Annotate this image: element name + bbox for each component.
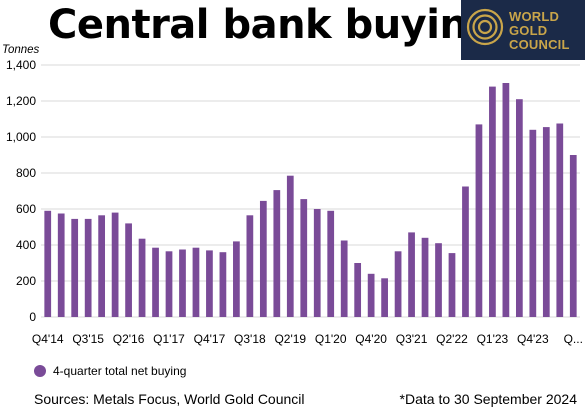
x-tick-label: Q4'23	[517, 332, 549, 346]
bar	[529, 129, 537, 317]
bar	[259, 200, 267, 317]
bar	[542, 127, 550, 317]
x-tick-label: Q2'16	[113, 332, 145, 346]
bar	[408, 232, 415, 317]
bar	[111, 212, 119, 317]
y-tick-label: 1,200	[6, 94, 36, 108]
bar	[515, 99, 523, 317]
bar	[421, 237, 429, 317]
bar	[165, 251, 173, 317]
bar	[219, 252, 227, 317]
bar	[394, 251, 402, 317]
x-tick-label: Q...	[564, 332, 583, 346]
logo-rings-icon	[466, 8, 504, 46]
bar	[286, 175, 294, 317]
legend-label: 4-quarter total net buying	[53, 364, 187, 378]
bar	[57, 213, 65, 317]
bar	[448, 253, 456, 317]
x-tick-label: Q2'22	[436, 332, 468, 346]
legend-swatch	[34, 365, 46, 377]
x-tick-label: Q3'21	[396, 332, 428, 346]
y-tick-label: 400	[16, 238, 36, 252]
x-tick-label: Q3'15	[72, 332, 104, 346]
bar	[98, 215, 106, 317]
bar	[569, 155, 577, 317]
bar	[313, 209, 321, 317]
x-tick-label: Q4'14	[32, 332, 64, 346]
bar	[246, 215, 254, 317]
bar	[84, 218, 92, 317]
bar	[152, 247, 159, 317]
logo-line-3: COUNCIL	[509, 37, 570, 52]
y-tick-label: 0	[29, 310, 36, 324]
bar	[273, 190, 281, 317]
world-gold-council-logo: WORLD GOLD COUNCIL	[461, 0, 585, 60]
bar	[192, 247, 200, 317]
x-tick-label: Q4'17	[194, 332, 226, 346]
y-tick-label: 1,000	[6, 130, 36, 144]
y-tick-label: 800	[16, 166, 36, 180]
x-tick-label: Q1'17	[153, 332, 185, 346]
x-tick-label: Q3'18	[234, 332, 266, 346]
y-tick-label: 600	[16, 202, 36, 216]
source-note: Sources: Metals Focus, World Gold Counci…	[34, 391, 305, 407]
bar	[435, 243, 442, 317]
logo-text: WORLD GOLD COUNCIL	[509, 10, 570, 52]
bar	[300, 199, 308, 317]
bar	[138, 238, 146, 317]
bar	[125, 223, 132, 317]
y-axis-label: Tonnes	[2, 44, 40, 56]
bar	[502, 83, 510, 317]
bar	[179, 249, 186, 317]
bar	[354, 263, 362, 317]
x-tick-label: Q4'20	[355, 332, 387, 346]
bar	[206, 250, 213, 317]
page-title: Central bank buying	[48, 2, 496, 48]
bar	[327, 210, 335, 317]
bar	[462, 186, 469, 317]
bar	[475, 124, 483, 318]
x-tick-label: Q1'20	[315, 332, 347, 346]
bar	[381, 278, 388, 317]
data-date-note: *Data to 30 September 2024	[399, 391, 577, 407]
logo-line-1: WORLD	[509, 9, 560, 24]
y-tick-label: 1,400	[6, 58, 36, 72]
logo-line-2: GOLD	[509, 23, 548, 38]
bar	[233, 241, 240, 317]
bar	[489, 86, 496, 317]
y-tick-label: 200	[16, 274, 36, 288]
bar	[71, 218, 79, 317]
bar	[556, 123, 564, 317]
x-tick-label: Q1'23	[477, 332, 509, 346]
bar	[340, 240, 348, 317]
chart-legend: 4-quarter total net buying	[34, 364, 186, 378]
bar-chart: 0 200 400 600 800 1,000 1,200 1,400 Q4'14 Q3'15 Q2…	[6, 58, 583, 346]
bar	[367, 273, 375, 317]
x-tick-label: Q2'19	[274, 332, 306, 346]
bar	[44, 210, 52, 317]
